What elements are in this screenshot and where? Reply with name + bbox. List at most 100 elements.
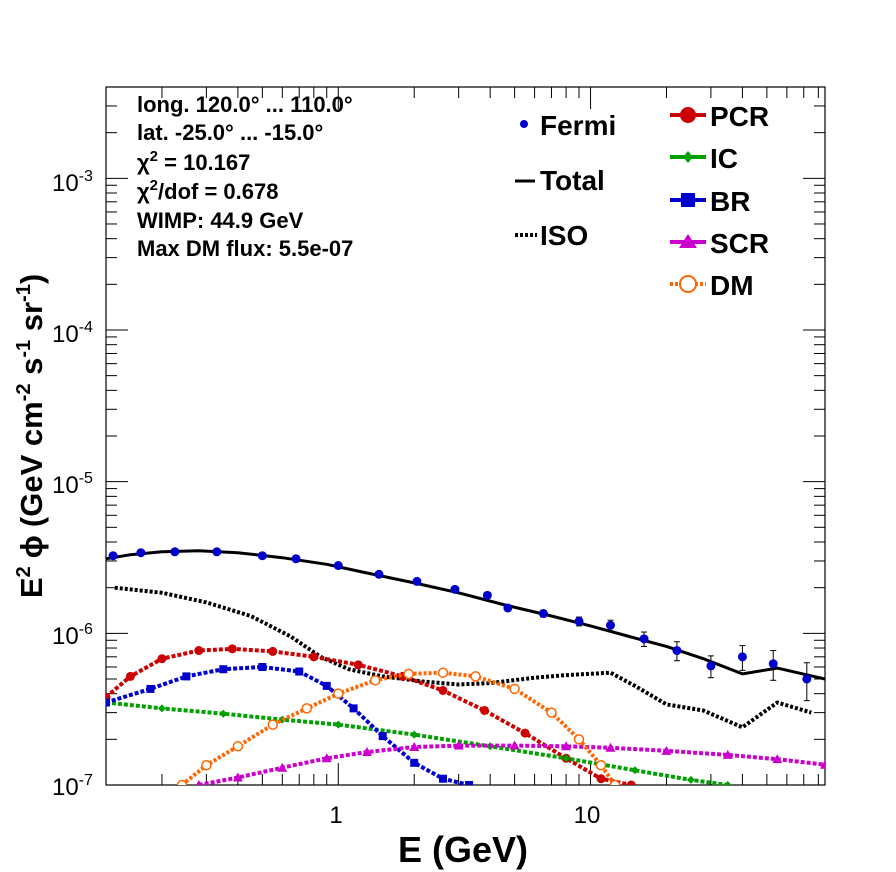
fermi-point [768,659,778,669]
series-scr-point [196,780,202,785]
legend-fermi-label: Fermi [540,110,616,141]
legend-ic-marker [683,151,693,163]
fermi-point [503,603,513,613]
series-dm-point [369,675,381,686]
series-ic-point [630,766,639,775]
fermi-point [291,554,301,564]
series-ic-point [157,704,166,713]
series-ic-point [334,720,343,729]
x-tick-label-1: 1 [329,802,342,829]
curves [106,549,825,785]
series-br-line [106,665,470,785]
series-br-point [106,698,110,707]
legend-br-marker [681,193,695,207]
y-tick-labels: 10-7 10-6 10-5 10-4 10-3 [52,168,93,801]
fermi-point [333,561,343,571]
series-scr-point [362,747,373,757]
y-tick-label-1e-6: 10-6 [52,621,93,650]
x-tick-labels: 1 10 [329,802,600,829]
series-br-point [146,684,155,693]
y-tick-label-1e-7: 10-7 [52,772,93,801]
series-scr-point [605,742,616,752]
info-max-dm: Max DM flux: 5.5e-07 [137,236,353,261]
fermi-point [482,590,492,600]
series-br-point [219,665,228,674]
legend-right: PCR IC BR SCR DM [670,101,769,301]
series-scr-point [321,753,332,763]
series-pcr-point [194,646,204,656]
y-tick-label-1e-5: 10-5 [52,470,93,499]
series-iso-line [114,585,812,730]
series-dm-point [509,683,520,695]
x-axis-title: E (GeV) [398,829,528,870]
series-pcr-point [520,728,530,738]
info-chi2-dof: χ2/dof = 0.678 [137,177,278,204]
series-total-line [106,549,825,681]
fermi-point [538,609,548,619]
fermi-point [257,551,267,561]
legend-ic-label: IC [710,143,738,174]
fermi-point [108,551,118,561]
series-scr-point [722,749,733,759]
series-scr-point [561,741,572,751]
fermi-point [606,620,616,630]
series-dm-point [333,688,344,699]
series-scr-point [772,754,783,764]
series-br-point [349,704,358,713]
series-br-point [438,774,447,783]
series-dm-point [176,779,188,785]
series-pcr-point [596,774,606,784]
fermi-point [706,661,716,671]
series-pcr-point [125,671,135,681]
series-ic-point [219,709,228,718]
series-pcr-point [438,685,448,695]
series-br-point [258,662,267,671]
fermi-point [737,652,747,662]
series-scr-point [453,740,464,750]
series-dm-point [301,703,313,714]
series-scr-line [198,743,825,785]
fermi-point [136,548,146,558]
series-br-point [378,732,387,741]
info-latitude: lat. -25.0° ... -15.0° [137,120,323,145]
y-axis-title: E2ϕ(GeV cm-2 s-1 sr-1) [13,274,49,598]
info-longitude: long. 120.0° ... 110.0° [137,92,353,117]
fermi-point [672,646,682,656]
series-pcr-point [157,654,167,664]
series-pcr-point [309,652,319,662]
series-br-point [322,681,331,690]
y-tick-label-1e-3: 10-3 [52,168,93,197]
series-br-point [465,781,474,785]
series-br-point [295,667,304,676]
legend-pcr-label: PCR [710,101,769,132]
series-br-point [182,672,191,681]
fermi-point [802,674,812,684]
legend-total-label: Total [540,165,605,196]
series-ic-point [562,754,571,763]
series-scr-point [409,742,420,752]
series-dm-point [201,759,212,771]
series-dm-point [267,719,279,730]
series-scr-point [820,759,825,769]
series-ic-point [723,781,732,785]
fermi-point [170,547,180,557]
series-ic-point [686,775,695,784]
series-pcr-point [353,660,363,670]
legend-iso-label: ISO [540,220,588,251]
series-dm-point [437,667,449,678]
info-wimp: WIMP: 44.9 GeV [137,208,304,233]
series-scr-point [661,745,672,755]
series-ic-point [410,730,419,739]
fermi-point [639,634,649,644]
fermi-point [374,569,384,579]
info-block: long. 120.0° ... 110.0° lat. -25.0° ... … [137,92,353,261]
series-dm-point [403,668,414,680]
series-dm-point [609,779,621,785]
fermi-point [412,576,422,586]
series-scr-point [509,740,520,750]
series-dm-line [180,670,617,785]
legend-br-label: BR [710,186,750,217]
series-pcr-point [480,705,490,715]
x-tick-label-10: 10 [574,802,601,829]
